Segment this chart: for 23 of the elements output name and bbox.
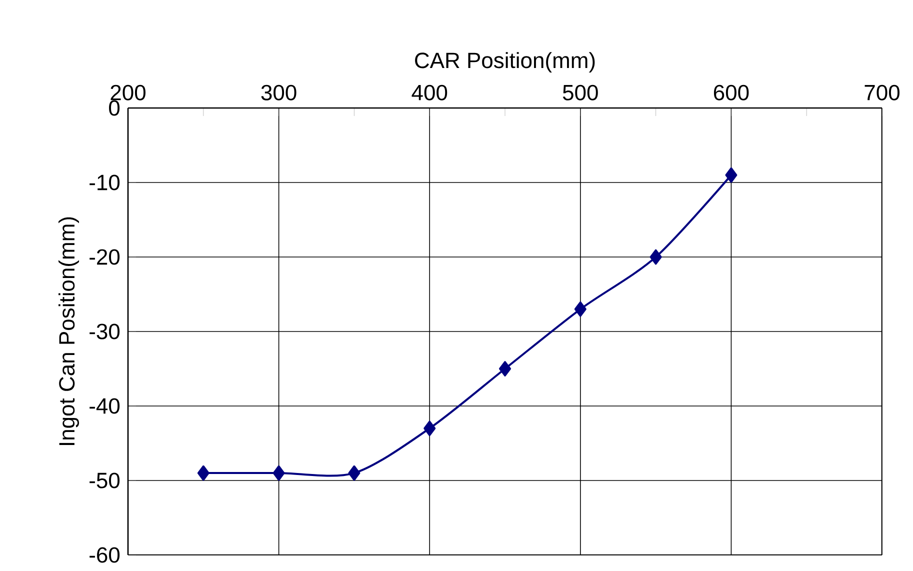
y-tick-label: -40 [90, 398, 120, 414]
point [424, 420, 436, 436]
x-tick-label: 400 [412, 84, 448, 100]
y-tick-label: -10 [90, 174, 120, 190]
y-tick-label: 0 [109, 100, 120, 116]
x-tick-label: 600 [714, 84, 749, 100]
x-tick-label: 700 [864, 84, 900, 100]
y-tick-label: -30 [90, 324, 120, 340]
point [725, 167, 738, 183]
x-tick-label: 500 [562, 84, 598, 100]
y-tick-label: -20 [90, 249, 120, 265]
point [348, 465, 360, 481]
y-tick-label: -60 [90, 547, 120, 563]
point [272, 465, 285, 481]
point [650, 249, 662, 265]
x-tick-label: 200 [110, 84, 146, 100]
point [197, 465, 210, 481]
point [499, 361, 512, 376]
y-axis-title: Ingot Can Position(mm) [58, 217, 79, 446]
x-axis-title: CAR Position(mm) [415, 52, 595, 73]
point [574, 301, 586, 317]
x-tick-label: 300 [261, 84, 296, 100]
y-tick-label: -50 [90, 472, 120, 488]
